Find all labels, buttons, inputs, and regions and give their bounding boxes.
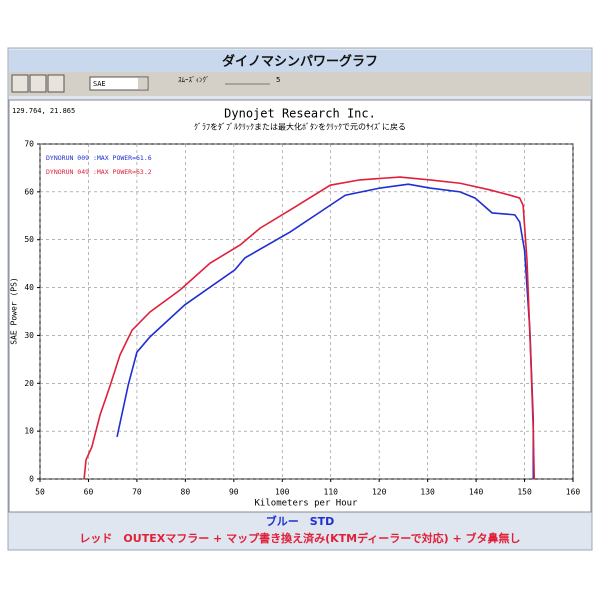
y-tick-label: 60 [24, 187, 34, 196]
x-tick-label: 150 [517, 488, 532, 497]
x-tick-label: 100 [275, 488, 290, 497]
tool-button[interactable] [11, 74, 29, 93]
y-tick-label: 50 [24, 235, 34, 244]
y-tick-label: 30 [24, 331, 34, 340]
footer-red: レッド OUTEXマフラー + マップ書き換え済み(KTMディーラーで対応) +… [79, 531, 520, 545]
tool-button[interactable] [29, 74, 47, 93]
y-tick-label: 20 [24, 379, 34, 388]
y-tick-label: 40 [24, 283, 34, 292]
x-tick-label: 140 [469, 488, 484, 497]
chart-window [8, 99, 592, 513]
dropdown-arrow[interactable] [138, 78, 147, 89]
x-tick-label: 60 [84, 488, 94, 497]
y-tick-label: 0 [29, 475, 34, 484]
series-line [116, 183, 535, 479]
x-tick-label: 90 [229, 488, 239, 497]
x-tick-label: 80 [181, 488, 191, 497]
x-tick-label: 160 [566, 488, 581, 497]
legend-entry: DYNORUN 009 :MAX POWER=61.6 [46, 154, 152, 162]
chart-subtitle: ｸﾞﾗﾌをﾀﾞﾌﾞﾙｸﾘｯｸまたは最大化ﾎﾞﾀﾝをｸﾘｯｸで元のｻｲｽﾞに戻る [194, 122, 406, 132]
series-line [83, 176, 536, 480]
title-bar [9, 50, 591, 72]
page-title: ダイノマシンパワーグラフ [222, 54, 378, 70]
cursor-readout: 129.764, 21.865 [12, 107, 75, 115]
x-tick-label: 120 [372, 488, 387, 497]
x-tick-label: 130 [420, 488, 435, 497]
x-tick-label: 110 [324, 488, 339, 497]
x-tick-label: 70 [132, 488, 142, 497]
footer-blue: ブルー STD [266, 514, 335, 528]
smoothing-value: 5 [276, 76, 280, 84]
dropdown[interactable] [89, 76, 149, 91]
y-axis-label: SAE Power (PS) [10, 277, 19, 344]
tool-button[interactable] [47, 74, 65, 93]
smoothing-label: ｽﾑｰｽﾞｨﾝｸﾞ [178, 76, 210, 84]
y-tick-label: 70 [24, 140, 34, 149]
chart-title: Dynojet Research Inc. [224, 107, 376, 121]
dropdown-value: SAE [93, 80, 106, 88]
y-tick-label: 10 [24, 427, 34, 436]
x-axis-label: Kilometers per Hour [255, 499, 359, 509]
legend-entry: DYNORUN 049 :MAX POWER=63.2 [46, 168, 152, 176]
x-tick-label: 50 [35, 488, 45, 497]
